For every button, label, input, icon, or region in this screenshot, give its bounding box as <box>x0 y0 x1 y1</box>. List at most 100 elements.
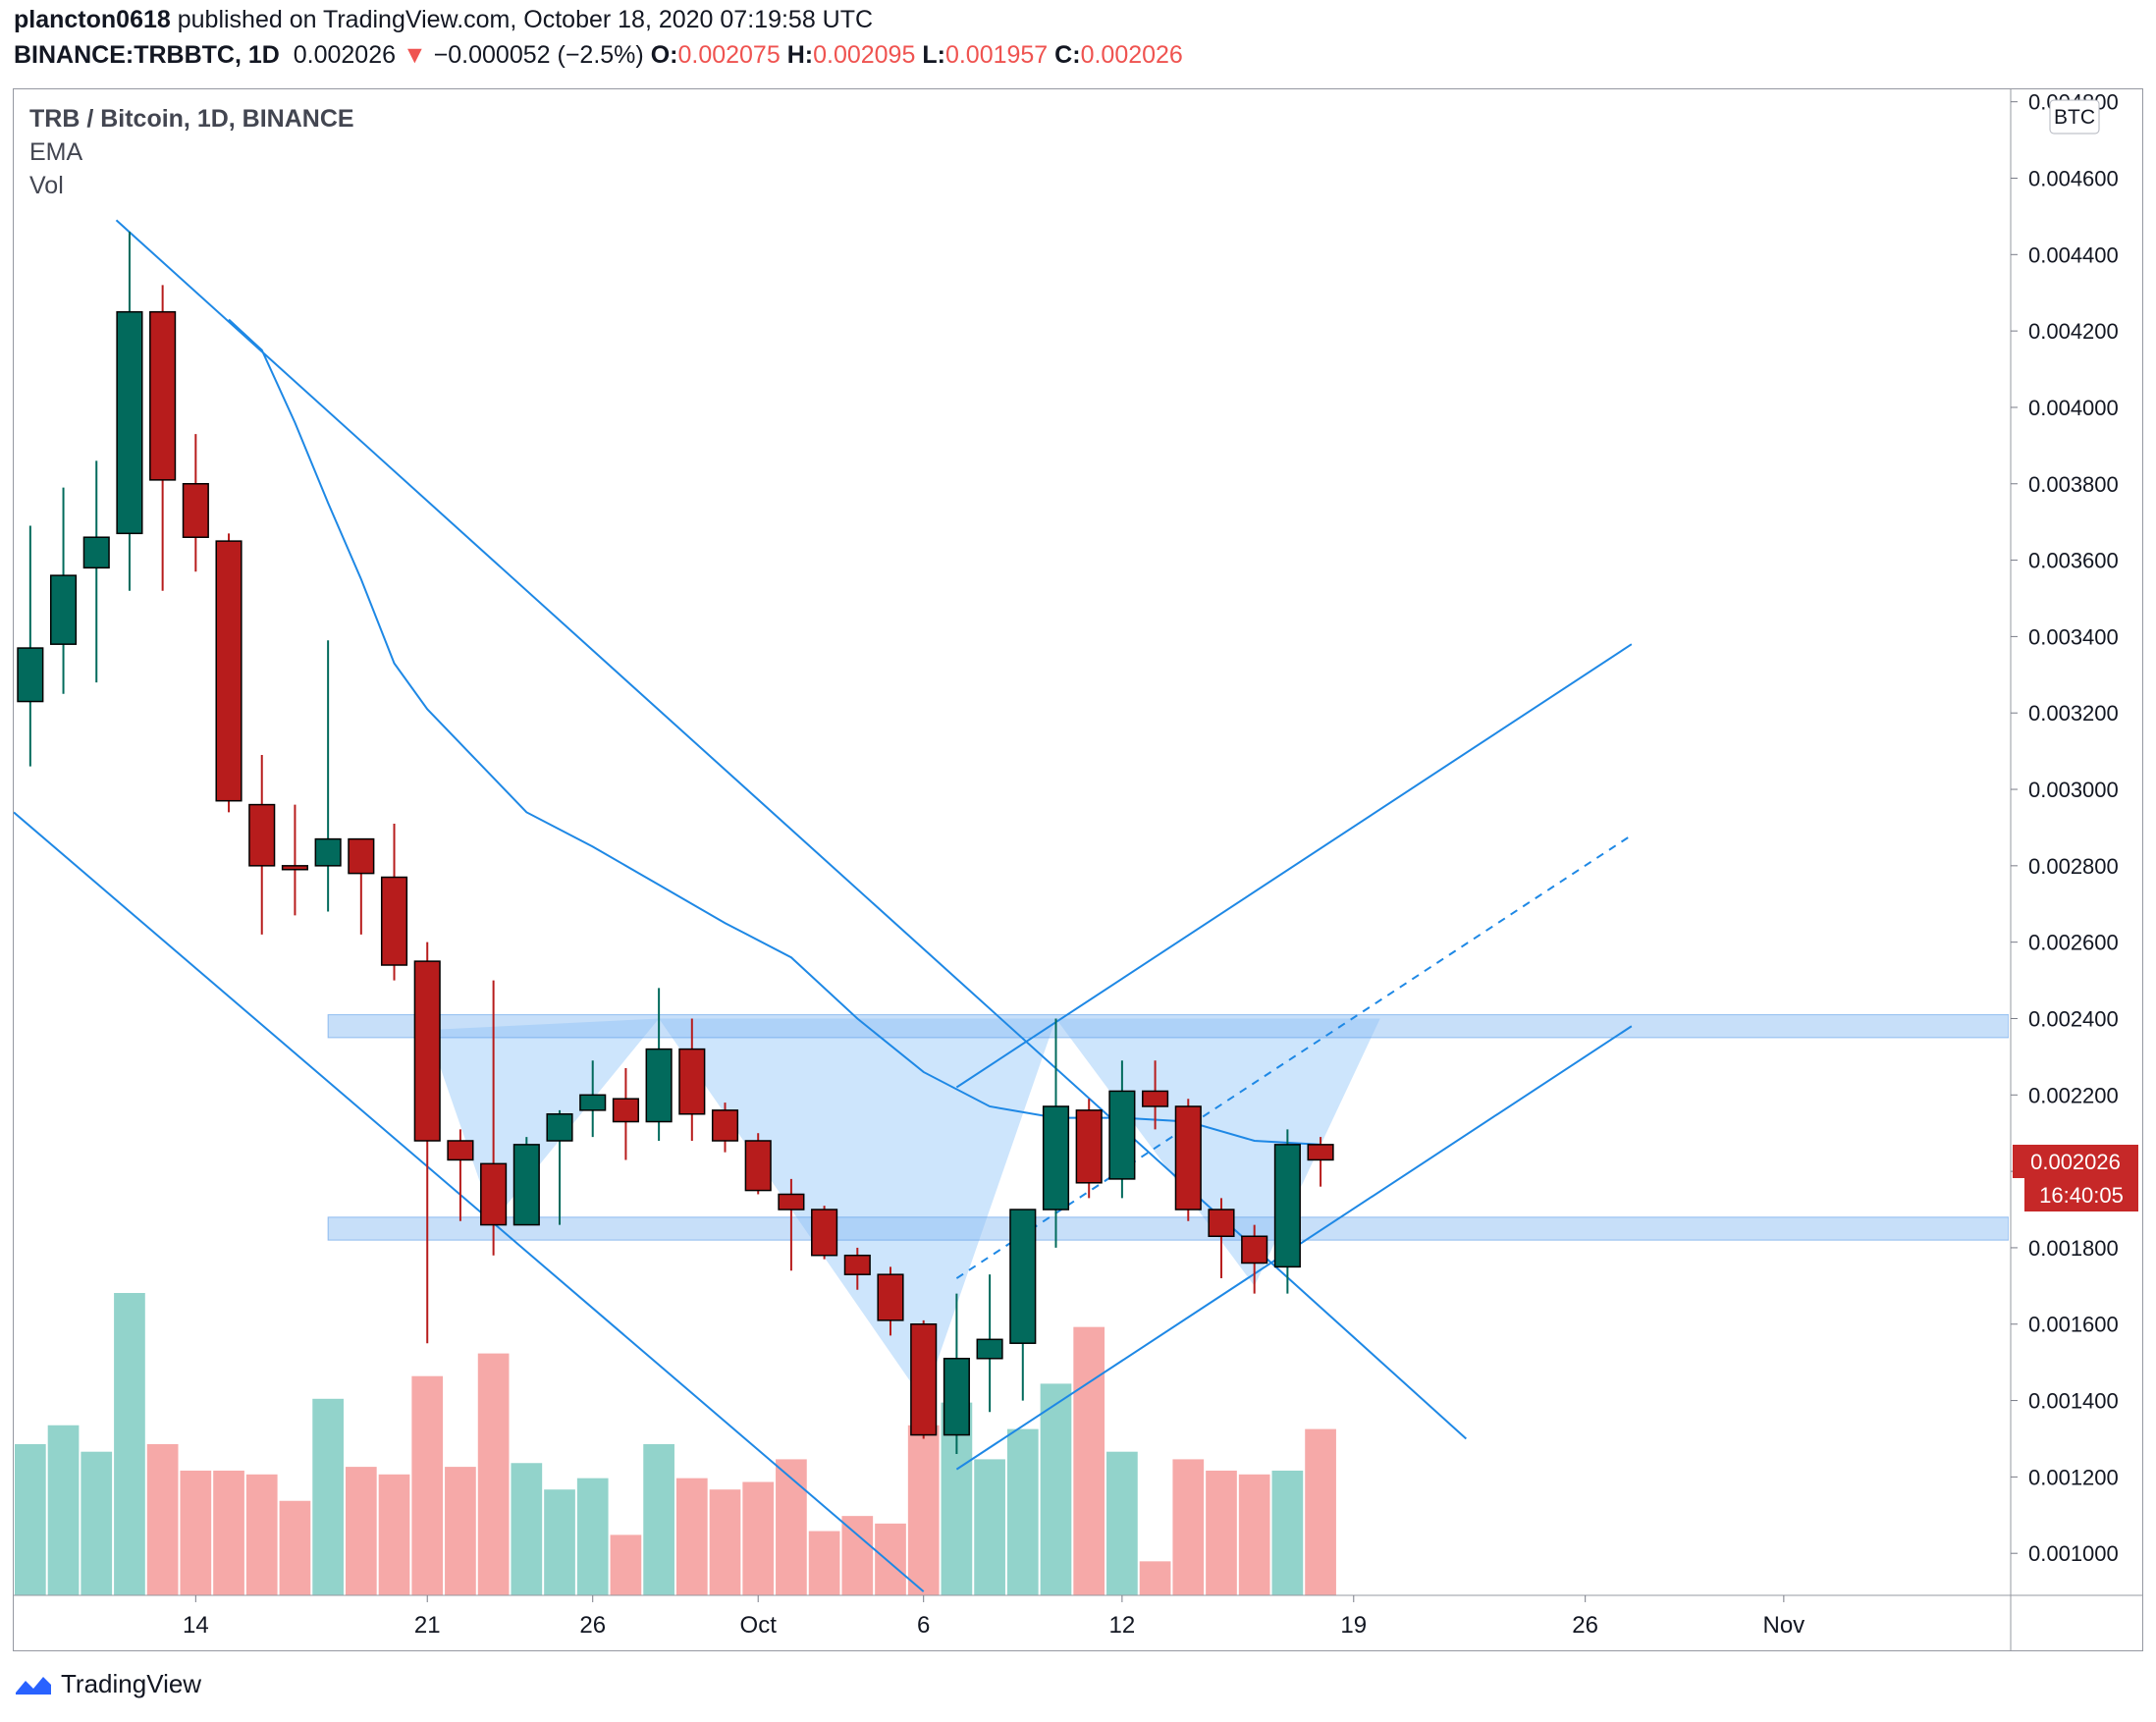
y-tick-label: 0.003600 <box>2028 549 2119 573</box>
support-zone <box>327 1216 2009 1241</box>
published-text: published on TradingView.com, October 18… <box>177 6 874 33</box>
candle-body <box>116 310 143 535</box>
candle-body <box>711 1109 739 1142</box>
publisher-name[interactable]: plancton0618 <box>14 6 171 33</box>
candle-body <box>546 1113 573 1142</box>
low-value: 0.001957 <box>944 41 1049 69</box>
candle-body <box>1042 1105 1070 1211</box>
volume-bar <box>279 1500 311 1595</box>
candle <box>1075 1099 1103 1199</box>
volume-bar <box>544 1489 575 1595</box>
volume-bar <box>81 1451 113 1595</box>
candle <box>447 1129 474 1221</box>
volume-bar <box>742 1481 775 1595</box>
volume-bar <box>378 1474 410 1595</box>
volume-bar <box>146 1444 179 1595</box>
candle <box>1009 1209 1037 1401</box>
candle <box>546 1109 573 1225</box>
legend-ema[interactable]: EMA <box>29 138 83 166</box>
legend-vol[interactable]: Vol <box>29 172 64 199</box>
price-tag-box <box>2013 1144 2138 1178</box>
volume-bar <box>709 1489 741 1595</box>
candle <box>348 837 375 935</box>
candle <box>744 1133 772 1195</box>
high-label: H: <box>786 41 814 69</box>
volume-bar <box>511 1463 543 1595</box>
y-tick-label: 0.001200 <box>2028 1465 2119 1489</box>
legend-title[interactable]: TRB / Bitcoin, 1D, BINANCE <box>29 105 354 133</box>
symbol-info-bar: BINANCE:TRBBTC, 1D 0.002026 ▼ −0.000052 … <box>14 41 1183 70</box>
candle-body <box>579 1094 607 1111</box>
x-tick-label: Oct <box>740 1612 778 1639</box>
volume-bar <box>1238 1474 1270 1595</box>
candle-body <box>248 803 276 867</box>
volume-bar <box>114 1293 145 1595</box>
candle <box>877 1266 904 1336</box>
countdown-label: 16:40:05 <box>2039 1183 2124 1208</box>
volume-bar <box>776 1459 807 1595</box>
y-tick-label: 0.003200 <box>2028 701 2119 726</box>
brand-name: TradingView <box>61 1669 202 1698</box>
candle-body <box>1273 1144 1301 1268</box>
candle <box>413 942 441 1344</box>
volume-bar <box>1172 1459 1205 1595</box>
close-value: 0.002026 <box>1080 41 1183 69</box>
volume-bar <box>1206 1470 1237 1595</box>
candle <box>910 1319 938 1439</box>
candle <box>1273 1129 1301 1294</box>
x-tick-label: 6 <box>917 1612 930 1639</box>
volume-bar <box>974 1459 1005 1595</box>
candle-body <box>380 876 408 966</box>
candle <box>579 1060 607 1138</box>
candle-body <box>348 837 375 875</box>
volume-bar <box>1040 1383 1072 1595</box>
candle <box>248 755 276 935</box>
candle <box>215 533 243 813</box>
x-tick-label: Nov <box>1763 1612 1806 1639</box>
candle <box>711 1103 739 1153</box>
volume-bar <box>875 1523 906 1595</box>
candle <box>943 1293 970 1455</box>
candle-body <box>149 310 177 481</box>
candle <box>1174 1099 1202 1221</box>
candle-body <box>215 540 243 802</box>
y-tick-label: 0.002400 <box>2028 1006 2119 1031</box>
x-tick-label: 12 <box>1109 1612 1136 1639</box>
candle-body <box>811 1209 838 1257</box>
y-tick-label: 0.001400 <box>2028 1389 2119 1414</box>
candle-body <box>314 837 342 867</box>
y-tick-label: 0.002600 <box>2028 931 2119 955</box>
candle-body <box>1208 1209 1235 1238</box>
candle-body <box>1307 1144 1334 1161</box>
currency-label: BTC <box>2054 106 2095 129</box>
candle-body <box>612 1098 639 1123</box>
candle <box>1208 1198 1235 1279</box>
candle-body <box>778 1193 805 1211</box>
candle-body <box>943 1358 970 1436</box>
candle <box>281 804 308 916</box>
y-tick-label: 0.002200 <box>2028 1083 2119 1107</box>
low-label: L: <box>922 41 945 69</box>
publish-info: plancton0618 published on TradingView.co… <box>14 6 873 34</box>
volume-bar <box>47 1425 80 1595</box>
volume-bar <box>1139 1561 1171 1595</box>
candle-body <box>1142 1090 1169 1107</box>
volume-bar <box>841 1516 874 1595</box>
candle-body <box>1174 1105 1202 1211</box>
volume-bar <box>312 1398 344 1595</box>
tradingview-logo-icon <box>16 1676 51 1695</box>
high-value: 0.002095 <box>813 41 916 69</box>
y-tick-label: 0.002800 <box>2028 854 2119 879</box>
candle-body <box>182 483 209 538</box>
candle <box>182 434 209 572</box>
candle-body <box>744 1140 772 1192</box>
volume-bar <box>15 1444 46 1595</box>
candle <box>1241 1224 1268 1294</box>
footer-brand[interactable]: TradingView <box>14 1669 201 1699</box>
x-tick-label: 26 <box>1572 1612 1598 1639</box>
candle <box>612 1068 639 1160</box>
volume-bar <box>1006 1428 1039 1595</box>
candle <box>1142 1060 1169 1130</box>
candle <box>314 640 342 912</box>
